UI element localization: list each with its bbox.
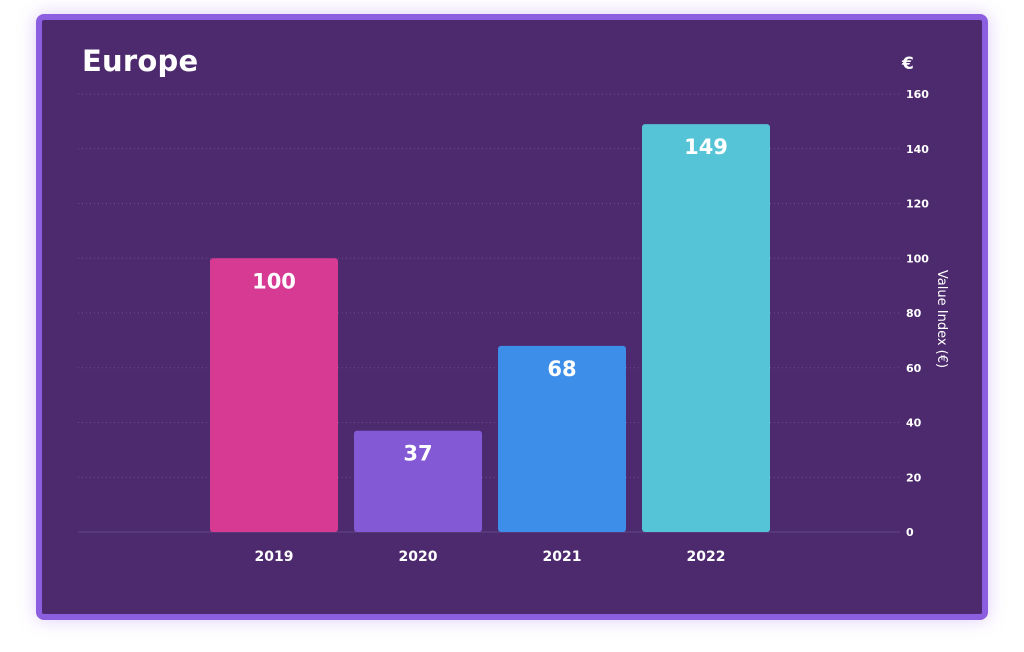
y-tick-label: 60: [906, 362, 922, 375]
x-tick-label: 2020: [399, 549, 438, 565]
y-tick-label: 40: [906, 417, 922, 430]
bar: [354, 430, 482, 532]
y-tick-label: 120: [906, 198, 929, 211]
bar: [498, 345, 626, 532]
y-tick-label: 80: [906, 307, 922, 320]
bar-value-label: 149: [684, 135, 728, 159]
y-tick-label: 0: [906, 526, 914, 539]
x-tick-label: 2019: [255, 549, 294, 565]
y-axis-title: Value Index (€): [934, 270, 949, 368]
y-tick-label: 140: [906, 143, 929, 156]
currency-symbol: €: [902, 54, 914, 74]
x-tick-label: 2022: [687, 549, 726, 565]
x-tick-label: 2021: [543, 549, 582, 565]
bar: [642, 124, 770, 533]
chart-title: Europe: [82, 44, 199, 78]
bar-value-label: 68: [547, 357, 576, 381]
bar-chart: 0 20 40 60 80 100 120 140 160 100 2019 37 2020 68 2021…: [78, 88, 949, 565]
bar-value-label: 100: [252, 269, 296, 293]
y-tick-label: 160: [906, 88, 929, 101]
bar: [210, 258, 338, 532]
y-tick-label: 20: [906, 471, 922, 484]
chart-card: Europe € 0 20 40 60 80 100 120 140 160 100 2019 37 2…: [36, 14, 988, 620]
y-tick-label: 100: [906, 252, 929, 265]
bar-value-label: 37: [403, 442, 432, 466]
